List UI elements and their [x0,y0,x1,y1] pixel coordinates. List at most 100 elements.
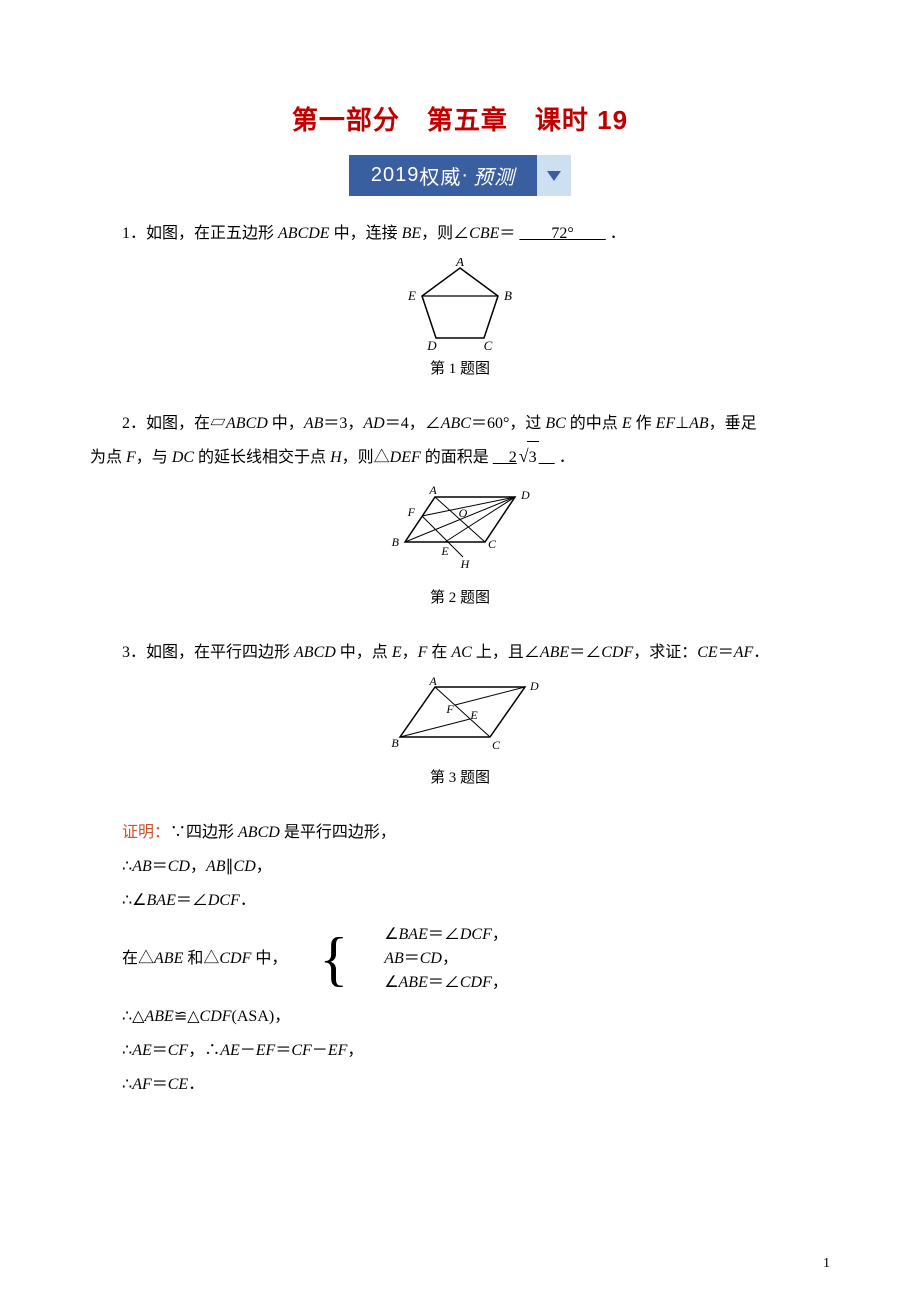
p5a: ∴△ [122,1008,144,1025]
lblD: D [426,338,437,353]
s3p: ， [492,974,508,991]
q2-anspre: 2 [493,449,517,466]
q1-mid2: ，则∠ [421,225,469,242]
p1a: ∵四边形 [170,824,238,841]
p4b: 和△ [183,950,219,967]
p3bae: BAE [147,892,176,909]
equation-system: { ∠BAE＝∠DCF， AB＝CD， ∠ABE＝∠CDF， [287,923,508,995]
brace-icon: { [287,929,348,989]
system-lines: ∠BAE＝∠DCF， AB＝CD， ∠ABE＝∠CDF， [352,923,508,995]
p6m: － [240,1042,256,1059]
q2lF: F [407,505,416,519]
q2-abc: ABC [441,415,471,432]
q2-figure: A D B C F E H O 第 2 题图 [90,482,830,607]
p2a: ∴ [122,858,132,875]
banner: 2019权威·预测 [90,155,830,196]
q2-def: DEF [390,449,421,466]
s3b: ABE [399,974,428,991]
s1p: ， [492,926,508,943]
q2-rad: 3 [527,441,539,474]
q2-answer: 2√3 [489,449,559,466]
p5b: (ASA)， [232,1008,291,1025]
q2-line1: 2．如图，在▱ABCD 中，AB＝3，AD＝4，∠ABC＝60°，过 BC 的中… [90,408,830,440]
q2-l2b: ，与 [136,449,172,466]
q2-h: H [330,449,342,466]
p4cdf: CDF [219,950,251,967]
arrow-down-icon [545,167,563,185]
q2-mid3: ，垂足 [709,415,757,432]
p7af: AF [132,1076,152,1093]
s1d: DCF [460,926,492,943]
p1b: ABCD [238,824,280,841]
q3lE: E [469,708,478,722]
s3a: ∠ [384,974,398,991]
q3-cdf: CDF [601,644,633,661]
q3-c: 在 [427,644,451,661]
proof-l6: ∴AE＝CF，∴AE－EF＝CF－EF， [90,1035,830,1067]
q3lF: F [445,702,454,716]
q3-eq: ＝∠ [569,644,601,661]
sqrt-icon: √3 [517,438,539,474]
p1c: 是平行四边形， [280,824,396,841]
banner-year: 2019 [371,164,420,187]
banner-arrow-box [537,155,571,196]
q1-answer: 72° [515,225,609,242]
parallelogram-icon: A D B C F E H O [385,482,535,582]
proof-l4: 在△ABE 和△CDF 中， { ∠BAE＝∠DCF， AB＝CD， ∠ABE＝… [90,919,830,999]
q2-f: F [126,449,136,466]
q2-caption: 第 2 题图 [90,586,830,607]
p6p: ， [347,1042,363,1059]
p7a: ∴ [122,1076,132,1093]
q1-shape: ABCDE [278,225,330,242]
q2lC: C [488,537,497,551]
q2-ab: AB [304,415,324,432]
q3-text: 3．如图，在平行四边形 ABCD 中，点 E，F 在 AC 上，且∠ABE＝∠C… [90,637,830,669]
q2-l2e: 的面积是 [421,449,489,466]
proof-label: 证明： [122,824,170,841]
q3-f: F [418,644,428,661]
p3dcf: DCF [208,892,240,909]
p6ef2: EF [328,1042,348,1059]
q2lE: E [440,544,449,558]
q2-dc: DC [172,449,194,466]
q2-l2c: 的延长线相交于点 [194,449,330,466]
q2lD: D [520,488,530,502]
p7p: ． [188,1076,204,1093]
q2-ad: AD [363,415,384,432]
q3-e: E [392,644,402,661]
q3-a: 3．如图，在平行四边形 [122,644,294,661]
q1-seg: BE [402,225,422,242]
p6eq2: ＝ [275,1042,291,1059]
q2lH: H [460,557,471,571]
p3p: ． [240,892,256,909]
q2lA: A [428,483,437,497]
q2-ef: EF [656,415,676,432]
lblA: A [455,258,464,269]
s2e: ＝ [404,950,420,967]
q1-mid: 中，连接 [330,225,402,242]
q2-eq3: ＝60°，过 [471,415,545,432]
banner-label2: 预测 [473,161,515,190]
q2-e: E [622,415,632,432]
proof-l5: ∴△ABE≌△CDF(ASA)， [90,1001,830,1033]
q3-p: ． [753,644,769,661]
proof-l7: ∴AF＝CE． [90,1069,830,1101]
p2ab2: AB [206,858,226,875]
q3lD: D [529,679,539,693]
q2-eq2: ＝4，∠ [385,415,441,432]
page: 第一部分 第五章 课时 19 2019权威·预测 1．如图，在正五边形 ABCD… [0,0,920,1302]
q1-angle: CBE [469,225,499,242]
q3-af: AF [734,644,754,661]
q3-c1: ， [402,644,418,661]
q1-caption: 第 1 题图 [90,357,830,378]
proof-l1: 证明：∵四边形 ABCD 是平行四边形， [90,817,830,849]
q2-l2a: 为点 [90,449,126,466]
q2-period: ． [559,449,575,466]
q1-text: 1．如图，在正五边形 ABCDE 中，连接 BE，则∠CBE＝ 72° ． [90,218,830,250]
q3-eq2: ＝ [718,644,734,661]
q2-perp: ⊥ [675,415,689,432]
sys1: ∠BAE＝∠DCF， [352,923,508,947]
q2-l2d: ，则△ [342,449,390,466]
p6cf: CF [168,1042,188,1059]
s3e: ＝∠ [428,974,460,991]
